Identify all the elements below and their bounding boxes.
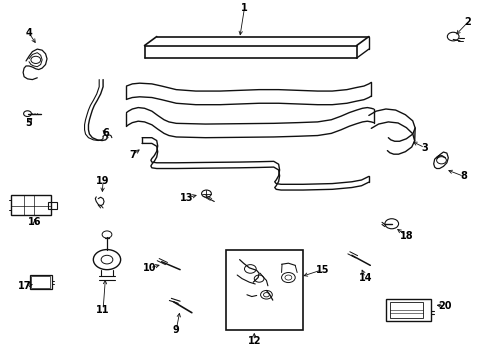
- Bar: [30, 275, 52, 289]
- Text: 15: 15: [315, 265, 328, 275]
- Text: 18: 18: [399, 231, 412, 240]
- Bar: [31, 276, 50, 288]
- Text: 6: 6: [102, 129, 109, 138]
- Text: 12: 12: [247, 336, 261, 346]
- Text: 19: 19: [96, 176, 110, 186]
- Bar: [48, 202, 57, 210]
- Text: 10: 10: [142, 263, 156, 273]
- Text: 20: 20: [438, 301, 451, 311]
- Bar: [389, 302, 422, 319]
- Bar: [225, 250, 303, 330]
- Text: 13: 13: [180, 193, 193, 203]
- Text: 1: 1: [241, 3, 247, 13]
- Bar: [11, 195, 51, 215]
- Text: 4: 4: [25, 28, 32, 38]
- Text: 8: 8: [460, 171, 467, 181]
- Text: 16: 16: [28, 217, 41, 227]
- Bar: [385, 299, 430, 320]
- Text: 11: 11: [96, 305, 110, 315]
- Text: 2: 2: [464, 17, 470, 27]
- Text: 9: 9: [172, 325, 179, 335]
- Text: 7: 7: [129, 150, 136, 160]
- Text: 14: 14: [358, 273, 371, 283]
- Text: 17: 17: [18, 281, 32, 291]
- Text: 3: 3: [421, 143, 427, 153]
- Text: 5: 5: [25, 118, 32, 128]
